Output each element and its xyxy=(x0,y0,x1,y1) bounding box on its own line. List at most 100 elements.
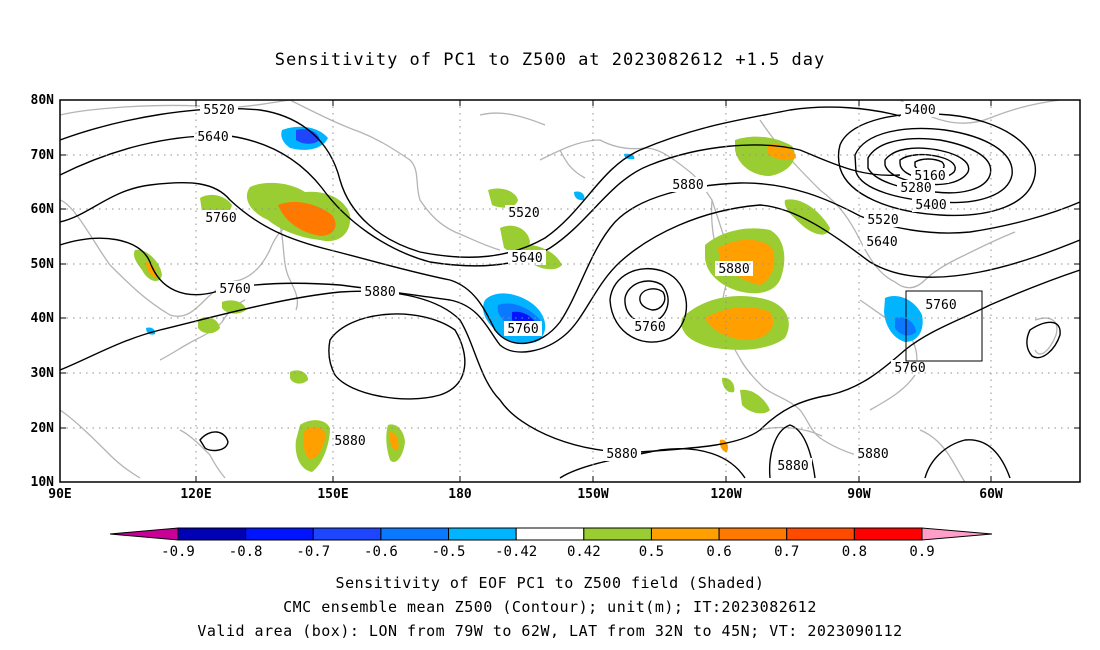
svg-text:5880: 5880 xyxy=(606,447,637,462)
colorbar-swatch xyxy=(177,527,247,541)
lon-label: 120W xyxy=(710,487,741,502)
colorbar-label: -0.9 xyxy=(161,544,195,560)
contour-label: 5520 xyxy=(200,102,238,118)
svg-text:5880: 5880 xyxy=(364,285,395,300)
colorbar-label: 0.5 xyxy=(638,544,665,560)
contour-labels: 5520 5640 5760 5760 5880 5880 5520 5640 5760 5760… xyxy=(194,102,960,474)
contour-label: 5640 xyxy=(863,234,901,250)
sens-blob xyxy=(390,432,399,451)
contour-label: 5760 xyxy=(504,321,542,337)
colorbar-swatch xyxy=(448,527,517,541)
svg-text:5400: 5400 xyxy=(904,103,935,118)
valid-area-box xyxy=(905,290,983,362)
sens-blob xyxy=(198,317,220,334)
caption-line-1: Sensitivity of EOF PC1 to Z500 field (Sh… xyxy=(335,574,765,592)
caption-line-2: CMC ensemble mean Z500 (Contour); unit(m… xyxy=(283,598,817,616)
contour-label: 5760 xyxy=(202,210,240,226)
lat-label: 70N xyxy=(31,148,55,163)
gridlines xyxy=(60,100,1080,482)
colorbar-swatch xyxy=(583,527,652,541)
lat-axis-labels: 80N 70N 60N 50N 40N 30N 20N 10N xyxy=(31,93,55,490)
tick-marks xyxy=(59,99,1080,483)
svg-text:5640: 5640 xyxy=(866,235,897,250)
sensitivity-shading xyxy=(133,126,923,472)
svg-text:5760: 5760 xyxy=(507,322,538,337)
colorbar-label: 0.6 xyxy=(706,544,732,560)
lat-label: 20N xyxy=(31,421,55,436)
colorbar-swatch xyxy=(718,527,788,541)
contour-label: 5640 xyxy=(508,250,546,266)
contour-label: 5520 xyxy=(864,212,902,228)
svg-text:5880: 5880 xyxy=(718,262,749,277)
contour-label: 5160 xyxy=(911,168,949,184)
sens-blob xyxy=(719,439,729,452)
contour-label: 5760 xyxy=(922,297,960,313)
contour-label: 5880 xyxy=(669,177,707,193)
colorbar-label: -0.8 xyxy=(228,544,263,560)
lat-label: 80N xyxy=(31,93,55,108)
contour-label: 5880 xyxy=(361,284,399,300)
svg-text:5520: 5520 xyxy=(203,103,234,118)
svg-text:5880: 5880 xyxy=(334,434,365,449)
sens-blob xyxy=(705,307,774,340)
svg-text:5280: 5280 xyxy=(900,181,931,196)
sens-blob xyxy=(488,188,518,208)
lat-label: 30N xyxy=(31,366,55,381)
sens-blob xyxy=(722,377,735,393)
colorbar-label: 0.42 xyxy=(566,544,601,560)
svg-text:5880: 5880 xyxy=(857,447,888,462)
svg-text:5760: 5760 xyxy=(634,320,665,335)
sens-blob xyxy=(303,426,326,459)
svg-text:5760: 5760 xyxy=(219,282,250,297)
colorbar-label: 0.9 xyxy=(909,544,935,560)
contour-label: 5400 xyxy=(912,197,950,213)
chart-title: Sensitivity of PC1 to Z500 at 2023082612… xyxy=(274,50,826,70)
colorbar-swatch xyxy=(786,527,855,541)
contour-label: 5760 xyxy=(891,360,929,376)
colorbar-label: -0.6 xyxy=(364,544,398,560)
sens-blob xyxy=(290,370,308,384)
svg-text:5640: 5640 xyxy=(511,251,542,266)
contour-label: 5880 xyxy=(715,261,753,277)
colorbar-swatch xyxy=(380,527,450,541)
lon-label: 150W xyxy=(577,487,608,502)
contour-label: 5880 xyxy=(603,446,641,462)
lat-label: 50N xyxy=(31,257,55,272)
caption-line-3: Valid area (box): LON from 79W to 62W, L… xyxy=(197,622,903,640)
colorbar-end-high xyxy=(921,527,993,541)
svg-text:5520: 5520 xyxy=(867,213,898,228)
sens-blob xyxy=(146,262,157,278)
colorbar-swatch xyxy=(515,527,585,541)
lon-label: 60W xyxy=(979,487,1003,502)
colorbar-label: 0.7 xyxy=(774,544,800,560)
sens-blob xyxy=(574,191,585,201)
lat-label: 60N xyxy=(31,202,55,217)
contour-label: 5640 xyxy=(194,129,232,145)
colorbar-swatch xyxy=(312,527,382,541)
contour-label: 5880 xyxy=(854,446,892,462)
svg-text:5400: 5400 xyxy=(915,198,946,213)
svg-text:5760: 5760 xyxy=(205,211,236,226)
contour-label: 5520 xyxy=(505,205,543,221)
sens-blob xyxy=(740,389,770,414)
lon-label: 180 xyxy=(448,487,472,502)
lon-label: 120E xyxy=(180,487,211,502)
svg-text:5880: 5880 xyxy=(777,459,808,474)
colorbar xyxy=(109,527,993,541)
svg-text:5640: 5640 xyxy=(197,130,228,145)
svg-text:5880: 5880 xyxy=(672,178,703,193)
z500-contours xyxy=(60,106,1080,479)
contour-label: 5400 xyxy=(901,102,939,118)
contour-label: 5880 xyxy=(331,433,369,449)
contour-label: 5760 xyxy=(216,281,254,297)
colorbar-end-low xyxy=(109,527,179,541)
svg-text:5760: 5760 xyxy=(925,298,956,313)
contour-label: 5280 xyxy=(897,180,935,196)
lat-label: 10N xyxy=(31,475,55,490)
colorbar-label: -0.5 xyxy=(431,544,466,560)
sens-blob xyxy=(278,201,336,236)
svg-text:5520: 5520 xyxy=(508,206,539,221)
sens-blob xyxy=(296,129,320,144)
colorbar-swatch xyxy=(853,527,923,541)
